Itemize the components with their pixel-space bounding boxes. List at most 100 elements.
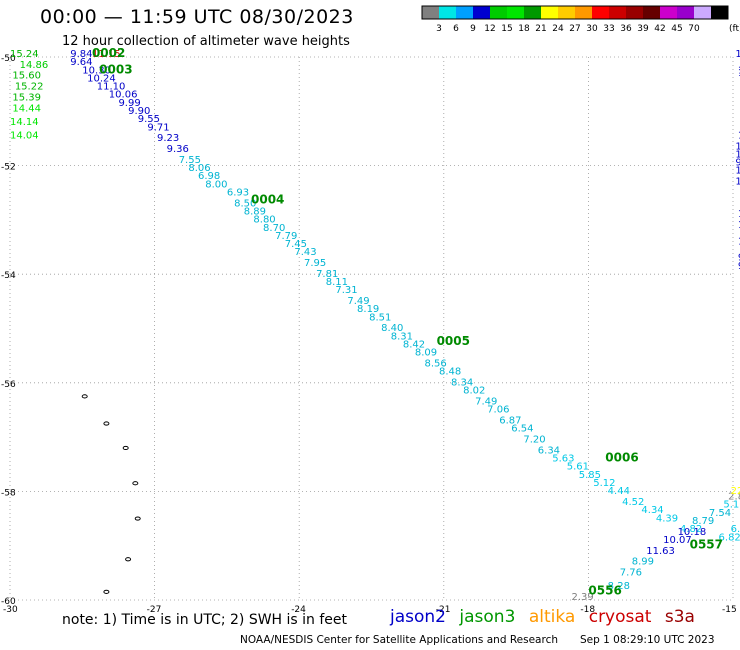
- track-time-label: 0557: [690, 537, 723, 551]
- wave-height-label: 9.90: [128, 106, 150, 117]
- wave-height-label: 9.64: [70, 57, 92, 68]
- colorbar-frame: [421, 5, 729, 20]
- wave-height-label: 8.50: [234, 198, 256, 209]
- wave-height-label: 9.5: [735, 158, 740, 169]
- wave-height-label: 9.84: [70, 49, 92, 60]
- wave-height-label: 6.93: [227, 187, 249, 198]
- wave-height-label: 14.86: [20, 60, 49, 71]
- island-outline: [134, 516, 141, 521]
- wave-height-label: 6.00: [731, 524, 740, 535]
- latitude-tick-label: -60: [1, 597, 16, 607]
- wave-height-label: 8.70: [263, 223, 285, 234]
- island-outline: [125, 557, 132, 562]
- colorbar-tick-label: 27: [569, 24, 580, 34]
- wave-height-label: 7.76: [620, 568, 642, 579]
- colorbar-swatch: [507, 6, 524, 19]
- wave-height-label: 2.39: [572, 592, 594, 603]
- satellite-legend: jason2 jason3 altika cryosat s3a: [390, 607, 703, 627]
- latitude-tick-label: -50: [1, 54, 16, 64]
- colorbar-swatch: [609, 6, 626, 19]
- wave-height-label: 10.84: [738, 68, 740, 79]
- wave-height-label: 8.89: [244, 206, 266, 217]
- wave-height-label: 7.49: [475, 397, 497, 408]
- track-time-label: 0556: [588, 584, 621, 598]
- wave-height-label: 7.45: [285, 239, 307, 250]
- wave-height-label: 11.63: [646, 546, 675, 557]
- wave-height-label: 10.07: [663, 535, 692, 546]
- wave-height-label: 8.51: [369, 312, 391, 323]
- colorbar-swatch: [711, 6, 728, 19]
- longitude-tick-label: -15: [722, 605, 737, 615]
- wave-height-label: 8.99: [632, 557, 654, 568]
- wave-height-label: 7.31: [335, 285, 357, 296]
- wave-height-label: 7.54: [709, 508, 731, 519]
- island-outline: [103, 589, 110, 594]
- legend-s3a: s3a: [664, 607, 695, 627]
- latitude-tick-label: -52: [1, 163, 16, 173]
- wave-height-label: 8.40: [381, 323, 403, 334]
- colorbar-tick-label: 42: [654, 24, 665, 34]
- colorbar-swatch: [694, 6, 711, 19]
- wave-height-label: 5.16: [723, 500, 740, 511]
- island-outline: [132, 481, 139, 486]
- wave-height-label: 8.80: [253, 215, 275, 226]
- wave-height-label: 7.49: [347, 296, 369, 307]
- colorbar-swatch: [558, 6, 575, 19]
- map-title: 00:00 — 11:59 UTC 08/30/2023: [40, 6, 354, 28]
- wave-height-label: 9.36: [167, 144, 189, 155]
- colorbar-swatch: [592, 6, 609, 19]
- colorbar-swatch: [490, 6, 507, 19]
- colorbar-tick-label: 9: [470, 24, 476, 34]
- wave-height-label: 8.00: [205, 179, 227, 190]
- longitude-tick-label: -24: [291, 605, 306, 615]
- colorbar-swatch: [575, 6, 592, 19]
- wave-height-label: 9.55: [138, 114, 160, 125]
- wave-height-label: 8.42: [403, 340, 425, 351]
- wave-height-label: 6.34: [538, 445, 560, 456]
- colorbar-swatch: [626, 6, 643, 19]
- wave-height-label: 10.8: [735, 177, 740, 188]
- wave-height-label: 7.81: [316, 269, 338, 280]
- wave-height-label: 10.4: [735, 149, 740, 160]
- longitude-tick-label: -18: [580, 605, 595, 615]
- colorbar-tick-label: 21: [535, 24, 546, 34]
- wave-height-label: 4.34: [641, 505, 663, 516]
- wave-height-label: 10.39: [735, 49, 740, 60]
- wave-height-label: 15.39: [12, 92, 41, 103]
- wave-height-label: 6.87: [499, 416, 521, 427]
- colorbar-swatch: [677, 6, 694, 19]
- wave-height-label: 9.23: [157, 133, 179, 144]
- wave-height-label: 10.: [738, 220, 740, 231]
- wave-height-label: 5.12: [593, 478, 615, 489]
- colorbar-tick-label: 45: [671, 24, 682, 34]
- wave-height-label: 10.1: [735, 141, 740, 152]
- colorbar-tick-label: 3: [436, 24, 442, 34]
- wave-height-label: 5.61: [567, 462, 589, 473]
- wave-height-label: 8.19: [357, 304, 379, 315]
- wave-height-label: 11.10: [97, 82, 126, 93]
- wave-height-label: 6.82: [719, 532, 740, 543]
- wave-height-label: 14.44: [12, 103, 41, 114]
- wave-height-label: 7.55: [179, 155, 201, 166]
- wave-height-label: 9.99: [118, 98, 140, 109]
- colorbar-tick-label: 70: [688, 24, 700, 34]
- wave-height-label: 8.09: [415, 348, 437, 359]
- wave-height-label: 22.04: [731, 486, 740, 497]
- map-subtitle: 12 hour collection of altimeter wave hei…: [62, 34, 350, 49]
- wave-height-label: 9: [738, 253, 740, 264]
- track-time-label: 0002: [92, 46, 125, 60]
- wave-height-label: 4.52: [622, 497, 644, 508]
- legend-cryosat: cryosat: [588, 607, 652, 627]
- wave-height-label: 7.06: [487, 405, 509, 416]
- wave-height-label: 8.79: [692, 516, 714, 527]
- wave-height-label: 5.85: [579, 470, 601, 481]
- colorbar-tick-label: 36: [620, 24, 632, 34]
- wave-height-label: 11.15: [92, 49, 121, 60]
- wave-height-label: 8.48: [439, 367, 461, 378]
- island-outline: [122, 445, 129, 451]
- track-time-label: 0005: [437, 334, 470, 348]
- wave-height-label: 14.14: [10, 117, 39, 128]
- colorbar-swatch: [439, 6, 456, 19]
- wave-height-label: 8.34: [451, 378, 473, 389]
